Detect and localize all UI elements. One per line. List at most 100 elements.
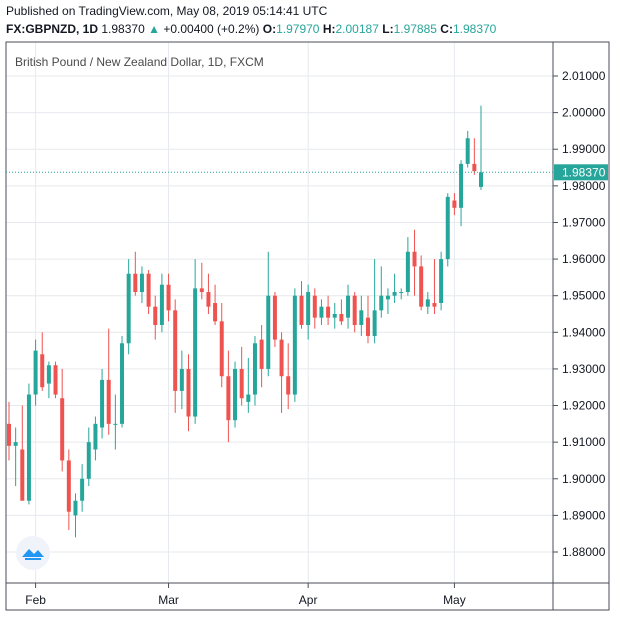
candle-body — [365, 317, 370, 336]
candle — [399, 288, 404, 300]
candle-body — [133, 273, 138, 293]
candle-body — [472, 163, 477, 172]
low-value: 1.97885 — [393, 22, 437, 36]
candle-body — [299, 295, 304, 325]
candle-body — [126, 273, 131, 344]
chart-title: British Pound / New Zealand Dollar, 1D, … — [15, 55, 264, 69]
candle — [113, 394, 118, 450]
candle — [66, 449, 71, 531]
candle — [100, 368, 105, 439]
candle-body — [292, 295, 297, 395]
candle-body — [419, 266, 424, 307]
x-tick-label: Feb — [25, 593, 46, 607]
candle — [33, 339, 38, 406]
candle-body — [385, 295, 390, 300]
y-tick-label: 1.96000 — [562, 252, 606, 266]
y-tick-label: 1.90000 — [562, 472, 606, 486]
candle-body — [359, 310, 364, 325]
high-value: 2.00187 — [335, 22, 379, 36]
candle — [246, 357, 251, 413]
candle-body — [372, 310, 377, 336]
candle — [372, 259, 377, 344]
candle — [359, 295, 364, 336]
candle-body — [332, 314, 337, 318]
candle — [166, 273, 171, 322]
candle — [432, 259, 437, 314]
candle — [425, 292, 430, 314]
x-tick-label: Mar — [158, 593, 179, 607]
candle-body — [399, 292, 404, 294]
candle — [266, 251, 271, 377]
x-tick-label: Apr — [299, 593, 318, 607]
candle — [179, 350, 184, 410]
candle — [40, 332, 45, 391]
candle-body — [213, 303, 218, 322]
candle — [206, 273, 211, 314]
candle-body — [33, 350, 38, 395]
candle — [472, 138, 477, 175]
candle — [292, 288, 297, 402]
candle-body — [106, 379, 111, 424]
symbol-label: FX:GBPNZD, 1D — [6, 22, 99, 36]
candle — [319, 299, 324, 325]
candle — [53, 361, 58, 399]
candle-body — [272, 295, 277, 340]
candle-body — [206, 292, 211, 307]
candle-body — [113, 423, 118, 425]
last-value: 1.98370 — [101, 22, 145, 36]
y-tick-label: 1.89000 — [562, 508, 606, 522]
candle-body — [173, 310, 178, 391]
candle — [133, 251, 138, 296]
change-value: +0.00400 (+0.2%) — [163, 22, 260, 36]
candle — [385, 288, 390, 314]
candle — [445, 193, 450, 267]
candle-body — [379, 295, 384, 311]
candle-body — [193, 288, 198, 417]
candle-body — [306, 292, 311, 325]
candles-group — [7, 105, 483, 538]
candle-body — [80, 478, 85, 501]
candle — [326, 295, 331, 325]
candle — [173, 299, 178, 413]
candle — [20, 405, 25, 501]
time-axis-ticks: Feb Mar Apr May — [25, 583, 466, 607]
candle-body — [53, 365, 58, 395]
candle-body — [153, 306, 158, 325]
candle — [479, 105, 483, 190]
candle-body — [286, 376, 291, 395]
price-axis-ticks: 2.01000 2.00000 1.99000 1.98000 1.97000 1.960… — [553, 69, 606, 559]
close-value: 1.98370 — [452, 22, 497, 36]
candle-body — [186, 368, 191, 417]
candle — [213, 284, 218, 325]
candle-body — [326, 306, 331, 318]
candle — [272, 292, 277, 347]
candle — [352, 292, 357, 333]
candle-body — [93, 423, 98, 450]
last-price-label: 1.98370 — [562, 165, 606, 179]
symbol-ohlc-line: FX:GBPNZD, 1D 1.98370 ▲ +0.00400 (+0.2%)… — [6, 22, 496, 36]
candle-body — [405, 251, 410, 293]
open-value: 1.97970 — [276, 22, 320, 36]
candle-body — [199, 288, 204, 293]
y-tick-label: 1.93000 — [562, 362, 606, 376]
tradingview-logo-icon[interactable] — [16, 536, 50, 570]
candle-body — [239, 368, 244, 399]
candle — [286, 343, 291, 410]
candle-body — [13, 442, 18, 446]
candle — [93, 416, 98, 461]
candle — [405, 237, 410, 296]
candle — [26, 383, 31, 505]
candle-body — [100, 379, 105, 428]
candle — [139, 266, 144, 304]
y-tick-label: 1.98000 — [562, 179, 606, 193]
candle — [193, 259, 198, 424]
candle — [239, 346, 244, 406]
candle — [126, 259, 131, 355]
y-tick-label: 1.95000 — [562, 289, 606, 303]
candle-body — [60, 398, 65, 461]
candle — [120, 335, 125, 428]
candle-body — [452, 200, 457, 208]
candle-body — [346, 295, 351, 318]
candle — [279, 332, 284, 413]
